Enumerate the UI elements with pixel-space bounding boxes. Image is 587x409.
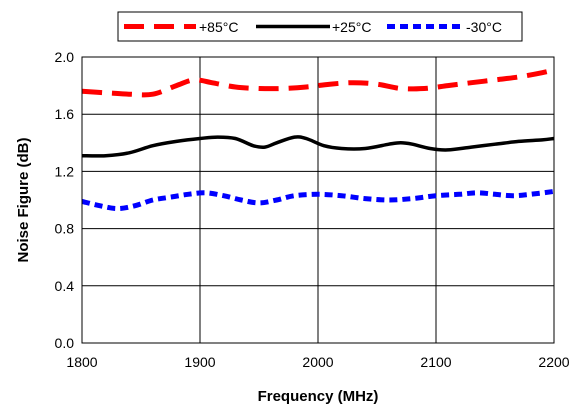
x-tick-label: 1800 [66, 354, 97, 370]
series-line-0 [81, 67, 555, 98]
legend-label: +85°C [199, 19, 238, 35]
y-axis-title: Noise Figure (dB) [15, 137, 32, 262]
x-tick-label: 2100 [420, 354, 451, 370]
y-tick-label: 2.0 [55, 49, 75, 65]
legend-label: +25°C [332, 19, 371, 35]
x-axis-title: Frequency (MHz) [258, 388, 379, 405]
plot-frame [81, 56, 555, 344]
y-tick-label: 0.8 [55, 221, 75, 237]
y-tick-label: 1.6 [55, 106, 75, 122]
x-tick-label: 2000 [302, 354, 333, 370]
x-tick-label: 1900 [184, 354, 215, 370]
series-line-2 [81, 188, 555, 212]
y-tick-label: 0.4 [55, 278, 75, 294]
y-tick-label: 0.0 [55, 335, 75, 351]
y-tick-label: 1.2 [55, 163, 75, 179]
legend-label: -30°C [466, 19, 502, 35]
series-line-1 [81, 135, 555, 158]
x-tick-label: 2200 [538, 354, 569, 370]
